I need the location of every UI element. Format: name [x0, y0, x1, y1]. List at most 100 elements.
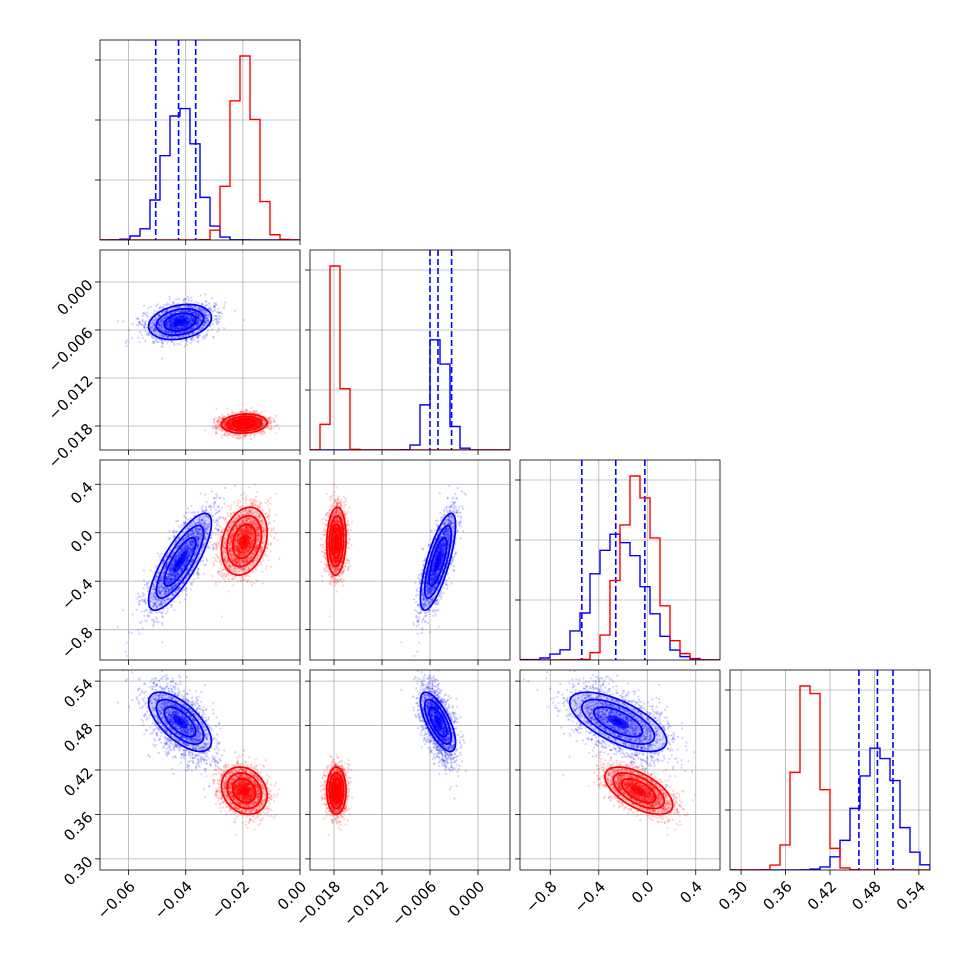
- scatter-point: [168, 331, 171, 334]
- scatter-point: [178, 315, 181, 318]
- scatter-point: [190, 299, 193, 302]
- scatter-point: [199, 314, 202, 317]
- scatter-point: [172, 317, 175, 320]
- scatter-point: [160, 553, 163, 556]
- scatter-point: [163, 303, 166, 306]
- scatter-point: [185, 315, 189, 318]
- scatter-point: [157, 322, 160, 326]
- scatter-point: [171, 320, 174, 323]
- scatter-point: [170, 340, 174, 343]
- scatter-point: [162, 330, 165, 333]
- scatter-point: [135, 317, 138, 320]
- scatter-point: [190, 337, 193, 340]
- scatter-point: [215, 493, 218, 496]
- scatter-point: [185, 315, 188, 319]
- scatter-point: [169, 313, 172, 316]
- scatter-point: [169, 321, 172, 324]
- scatter-point: [166, 302, 169, 305]
- scatter-point: [169, 320, 172, 323]
- scatter-point: [266, 426, 269, 429]
- scatter-point: [190, 296, 193, 299]
- scatter-point: [197, 313, 200, 316]
- scatter-point: [166, 335, 170, 338]
- scatter-point: [226, 434, 229, 438]
- scatter-point: [183, 345, 186, 348]
- scatter-point: [202, 325, 205, 329]
- scatter-point: [221, 312, 224, 316]
- scatter-point: [160, 341, 164, 344]
- scatter-point: [158, 313, 161, 316]
- scatter-point: [278, 427, 281, 430]
- scatter-point: [208, 302, 211, 305]
- panel-frame: [99, 39, 301, 241]
- scatter-point: [199, 307, 202, 310]
- scatter-point: [152, 340, 155, 343]
- scatter-point: [191, 318, 195, 321]
- scatter-point: [169, 324, 173, 327]
- scatter-point: [196, 321, 199, 325]
- scatter-point: [201, 302, 204, 305]
- scatter-point: [185, 323, 188, 326]
- scatter-point: [205, 321, 208, 324]
- scatter-point: [200, 315, 203, 318]
- scatter-point: [215, 318, 218, 321]
- scatter-point: [183, 313, 186, 316]
- scatter-point: [189, 321, 192, 324]
- scatter-point: [155, 338, 158, 341]
- scatter-point: [198, 307, 201, 310]
- scatter-point: [246, 433, 249, 437]
- scatter-point: [221, 507, 224, 510]
- scatter-point: [173, 315, 176, 318]
- scatter-point: [217, 307, 220, 310]
- scatter-point: [201, 559, 205, 563]
- scatter-point: [169, 317, 172, 320]
- scatter-point: [188, 321, 191, 324]
- scatter-point: [124, 341, 127, 344]
- scatter-point: [183, 325, 187, 328]
- scatter-point: [205, 320, 208, 323]
- scatter-point: [190, 337, 193, 340]
- scatter-point: [185, 323, 188, 326]
- scatter-point: [214, 427, 217, 431]
- scatter-point: [191, 319, 194, 322]
- scatter-point: [189, 327, 192, 330]
- scatter-point: [242, 411, 245, 414]
- scatter-point: [154, 327, 157, 330]
- scatter-point: [201, 327, 204, 330]
- scatter-point: [159, 325, 162, 328]
- scatter-point: [147, 307, 150, 310]
- scatter-point: [178, 327, 181, 330]
- scatter-point: [193, 339, 196, 342]
- scatter-point: [196, 320, 199, 323]
- scatter-point: [153, 309, 156, 312]
- scatter-point: [185, 323, 188, 326]
- scatter-point: [170, 327, 173, 330]
- scatter-point: [146, 315, 149, 318]
- scatter-point: [205, 304, 208, 308]
- scatter-point: [175, 317, 178, 320]
- scatter-point: [142, 312, 145, 315]
- scatter-point: [183, 326, 186, 329]
- scatter-point: [180, 327, 183, 330]
- scatter-point: [214, 416, 217, 419]
- scatter-point: [263, 430, 266, 433]
- scatter-point: [197, 339, 200, 343]
- scatter-point: [181, 335, 184, 338]
- scatter-point: [189, 588, 192, 591]
- scatter-point: [168, 319, 171, 322]
- scatter-point: [183, 334, 186, 337]
- scatter-point: [187, 309, 190, 312]
- scatter-point: [211, 310, 214, 313]
- scatter-point: [239, 436, 243, 439]
- scatter-point: [170, 312, 173, 316]
- scatter-point: [169, 326, 173, 330]
- scatter-point: [172, 325, 175, 328]
- scatter-point: [182, 326, 185, 329]
- scatter-point: [168, 324, 171, 328]
- scatter-point: [175, 306, 178, 309]
- scatter-point: [194, 313, 197, 316]
- scatter-point: [175, 298, 178, 301]
- scatter-point: [186, 316, 189, 319]
- scatter-point: [170, 303, 173, 307]
- scatter-point: [166, 320, 169, 323]
